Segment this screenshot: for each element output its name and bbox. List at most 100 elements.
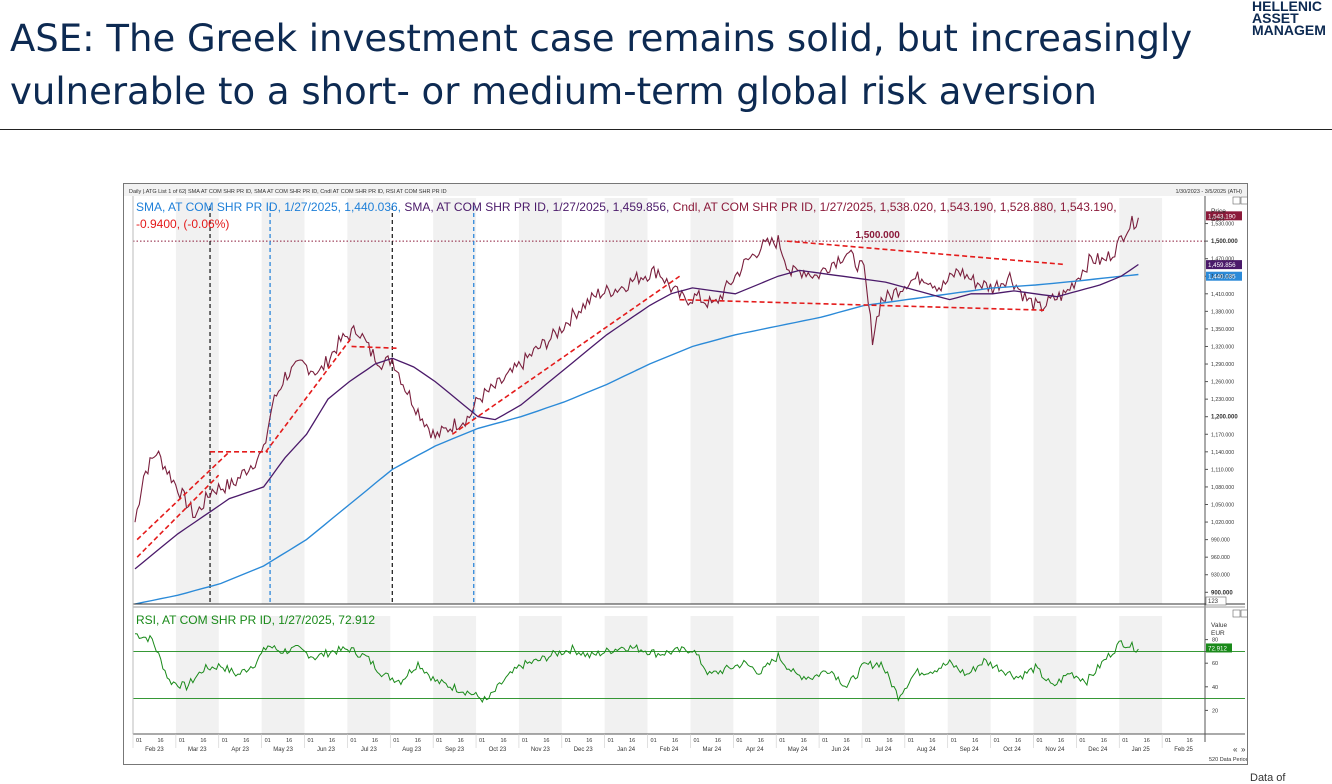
x-day-label: 01: [1165, 738, 1171, 744]
x-month-label: Sep 23: [445, 747, 465, 753]
x-day-label: 16: [1101, 738, 1107, 744]
price-month-band: [261, 198, 305, 604]
zoom-box: [1205, 596, 1227, 606]
x-day-label: 16: [286, 738, 292, 744]
rsi-month-band: [1033, 616, 1077, 734]
logo-line-3: MANAGEM: [1252, 22, 1326, 38]
rsi-tick-label: 60: [1212, 661, 1218, 667]
trend-line: [786, 240, 1066, 266]
month-bands: [124, 184, 1247, 734]
price-pane-button[interactable]: [1232, 196, 1241, 205]
text-layer: Daily |.ATG List 1 of 62| SMA AT COM SHR…: [129, 189, 1249, 763]
rsi-month-band: [433, 616, 477, 734]
x-day-label: 01: [522, 738, 528, 744]
title-line-1: ASE: The Greek investment case remains s…: [10, 17, 1193, 60]
x-day-label: 16: [1015, 738, 1021, 744]
x-month-label: Mar 24: [703, 747, 722, 753]
price-tick-label: 1,530.000: [1211, 222, 1234, 228]
x-day-label: 16: [801, 738, 807, 744]
x-day-label: 01: [350, 738, 356, 744]
chart-date-range: 1/30/2023 - 3/5/2025 (ATH): [1175, 189, 1242, 195]
x-day-label: 16: [715, 738, 721, 744]
price-month-band: [1033, 198, 1077, 604]
x-day-label: 01: [865, 738, 871, 744]
title-divider: [0, 129, 1332, 130]
x-day-label: 16: [1187, 738, 1193, 744]
logo-line-1: HELLENIC: [1252, 0, 1322, 14]
x-day-label: 01: [136, 738, 142, 744]
x-month-label: Jan 24: [617, 747, 636, 753]
price-pane-close-button[interactable]: [1240, 196, 1249, 205]
x-day-label: 16: [243, 738, 249, 744]
x-day-label: 01: [179, 738, 185, 744]
x-day-label: 01: [565, 738, 571, 744]
rsi-month-band: [861, 616, 905, 734]
price-chart: Daily |.ATG List 1 of 62| SMA AT COM SHR…: [124, 184, 1249, 763]
price-tag-box: [1206, 271, 1242, 281]
rsi-month-band: [518, 616, 562, 734]
price-tick-label: 1,410.000: [1211, 292, 1234, 298]
x-day-label: 01: [908, 738, 914, 744]
x-day-label: 01: [265, 738, 271, 744]
x-day-label: 01: [822, 738, 828, 744]
x-month-label: Sep 24: [960, 747, 980, 753]
x-month-label: Jun 24: [832, 747, 851, 753]
trend-line: [679, 298, 1045, 311]
x-day-label: 16: [372, 738, 378, 744]
rsi-tick-label: 20: [1212, 708, 1218, 714]
price-month-band: [604, 198, 648, 604]
x-day-label: 16: [543, 738, 549, 744]
x-month-label: Aug 24: [917, 747, 937, 753]
x-month-label: Apr 23: [231, 747, 249, 753]
x-day-label: 16: [200, 738, 206, 744]
x-month-label: Jul 23: [361, 747, 378, 753]
rsi-month-band: [604, 616, 648, 734]
x-day-label: 16: [415, 738, 421, 744]
sma-long-line: [134, 273, 1139, 605]
x-day-label: 01: [994, 738, 1000, 744]
rsi-month-band: [947, 616, 991, 734]
x-day-label: 01: [1036, 738, 1042, 744]
x-month-label: Oct 23: [489, 747, 507, 753]
rsi-month-band: [1119, 616, 1163, 734]
rsi-tick-label: 80: [1212, 638, 1218, 644]
trend-line: [451, 275, 681, 435]
x-day-label: 01: [693, 738, 699, 744]
x-day-label: 16: [629, 738, 635, 744]
price-tick-label: 1,470.000: [1211, 257, 1234, 263]
zoom-label: 123: [1208, 599, 1219, 605]
rsi-pane-close-button[interactable]: [1240, 609, 1249, 618]
price-tick-label: 1,170.000: [1211, 432, 1234, 438]
price-month-band: [1119, 198, 1163, 604]
legend-entry: Cndl, AT COM SHR PR ID, 1/27/2025, 1,538…: [669, 200, 1116, 214]
price-tag-label: 1,440.035: [1208, 274, 1236, 281]
price-month-band: [347, 198, 391, 604]
x-month-label: Jan 25: [1132, 747, 1151, 753]
price-tag-box: [1206, 211, 1242, 221]
x-day-label: 16: [157, 738, 163, 744]
x-month-label: Feb 24: [660, 747, 679, 753]
price-tick-label: 1,140.000: [1211, 450, 1234, 456]
x-day-label: 01: [1122, 738, 1128, 744]
price-tick-label: 1,350.000: [1211, 327, 1234, 333]
title-line-2: vulnerable to a short- or medium-term gl…: [10, 70, 1097, 113]
price-tag-box: [1206, 260, 1242, 270]
axes-layer: [132, 196, 1249, 748]
x-month-label: Oct 24: [1003, 747, 1021, 753]
x-month-label: Dec 24: [1088, 747, 1108, 753]
trend-lines: [136, 240, 1066, 558]
x-month-label: May 23: [273, 747, 293, 753]
rsi-pane-button[interactable]: [1232, 609, 1241, 618]
price-tag-label: 1,459.856: [1208, 262, 1236, 269]
x-day-label: 01: [951, 738, 957, 744]
grid-lines: [133, 240, 1245, 700]
chart-frame: Daily |.ATG List 1 of 62| SMA AT COM SHR…: [123, 183, 1249, 765]
x-month-label: Jul 24: [875, 747, 892, 753]
x-month-label: Nov 23: [531, 747, 551, 753]
x-day-label: 01: [479, 738, 485, 744]
rsi-legend: RSI, AT COM SHR PR ID, 1/27/2025, 72.912: [136, 613, 375, 627]
x-day-label: 16: [329, 738, 335, 744]
rsi-tick-label: 40: [1212, 685, 1218, 691]
chart-header-text: Daily |.ATG List 1 of 62| SMA AT COM SHR…: [129, 189, 447, 195]
price-month-band: [175, 198, 219, 604]
